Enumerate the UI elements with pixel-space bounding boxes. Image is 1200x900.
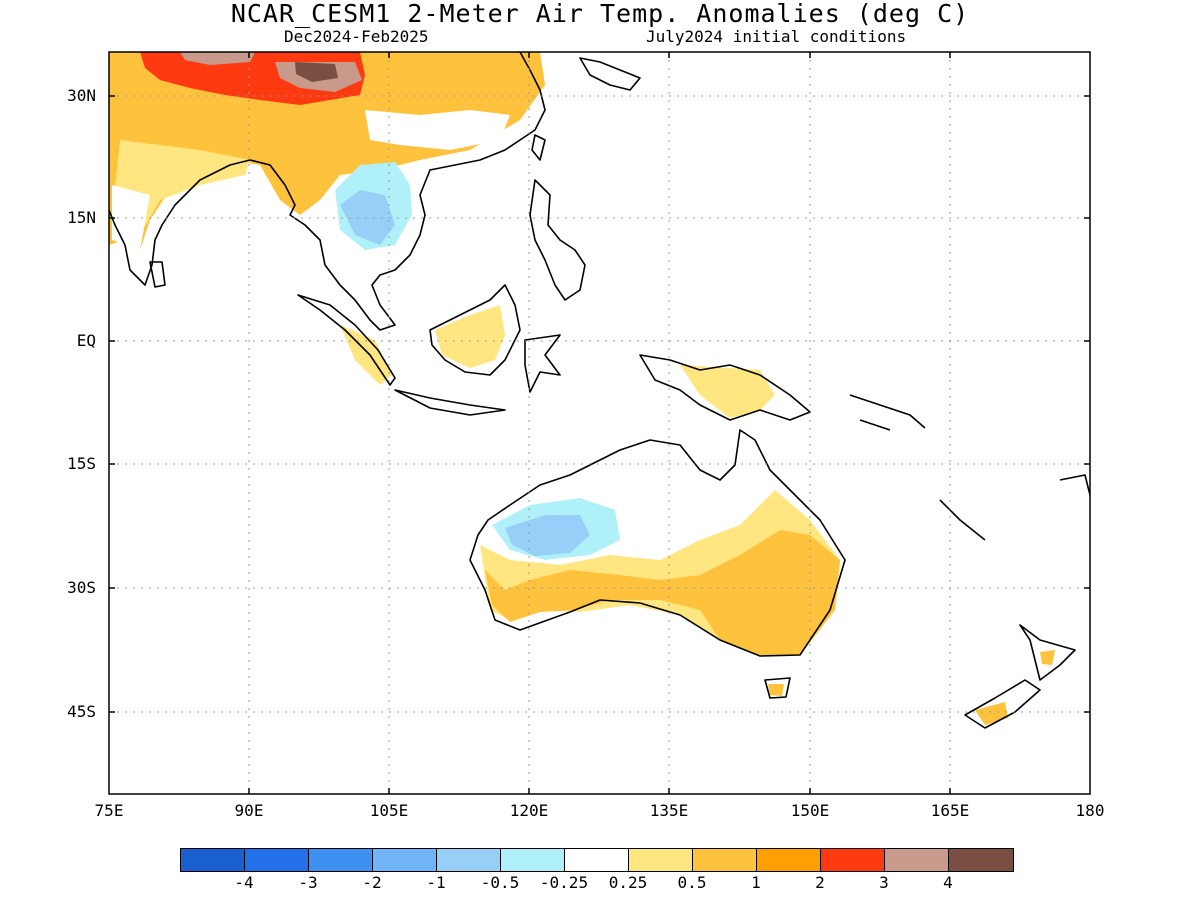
australia-coastline [469,429,846,657]
colorbar-swatch [437,849,501,871]
solomon-islands [849,394,926,431]
gridlines [109,52,1090,794]
lat-label-30s: 30S [67,578,96,597]
newzealand-north [1019,624,1076,681]
colorbar-swatch [949,849,1013,871]
colorbar-label: 2 [815,873,825,892]
newzealand-south [964,679,1041,729]
colorbar-swatch [181,849,245,871]
colorbar-swatch [885,849,949,871]
colorbar-label: -3 [298,873,318,892]
lon-label-105e: 105E [369,801,409,820]
tibet-brown [295,62,338,82]
indochina-cooler [340,190,395,245]
newguinea-warm [680,365,775,418]
lat-label-eq: EQ [76,331,96,350]
colorbar-label: -0.5 [480,873,520,892]
colorbar-swatch [309,849,373,871]
map-frame [108,51,1091,795]
lon-label-135e: 135E [649,801,689,820]
tibet-rose [180,52,362,92]
colorbar-label: -1 [426,873,446,892]
colorbar-swatch [565,849,629,871]
lon-label-90e: 90E [234,801,264,820]
india-white-gap [112,185,150,250]
sumatra-coastline [297,294,396,386]
china-cool-gap [365,110,510,150]
srilanka-coastline [149,261,166,288]
colorbar-label: 0.5 [677,873,707,892]
tasmania-warm [768,684,784,696]
initial-conditions: July2024 initial conditions [646,27,907,46]
colorbar-swatch [245,849,309,871]
colorbar-swatch [821,849,885,871]
asia-coastline [109,52,546,331]
sumatra-warm [340,325,392,385]
coastlines [109,52,1090,729]
asia-warm-region [109,52,545,250]
colorbar-swatch [501,849,565,871]
lon-label-165e: 165E [930,801,970,820]
sulawesi-coastline [524,334,561,393]
borneo-warm [435,305,505,368]
australia-cooler [505,515,590,556]
map-title: NCAR_CESM1 2-Meter Air Temp. Anomalies (… [230,0,970,28]
colorbar-label: -4 [234,873,254,892]
colorbar-label: 4 [943,873,953,892]
colorbar-label: 0.25 [608,873,648,892]
tick-marks [109,52,1090,794]
colorbar-label: -0.25 [539,873,589,892]
colorbar-swatch [693,849,757,871]
lat-label-15s: 15S [67,454,96,473]
asia-anomaly-fields [109,52,775,418]
colorbar-swatch [629,849,693,871]
colorbar-label: 1 [751,873,761,892]
colorbar-label: -2 [362,873,382,892]
philippines-coastline [529,179,586,301]
colorbar-swatch [373,849,437,871]
lon-label-180: 180 [1075,801,1105,820]
lon-label-150e: 150E [790,801,830,820]
vanuatu-islands [939,474,1090,541]
forecast-period: Dec2024-Feb2025 [284,27,429,46]
lat-label-15n: 15N [67,208,96,227]
lat-label-30n: 30N [67,86,96,105]
colorbar [180,848,1014,872]
java-coastline [394,389,506,416]
lon-label-75e: 75E [94,801,124,820]
tasmania-coastline [764,677,791,699]
japan-islands [579,57,641,91]
borneo-coastline [429,284,521,376]
lon-label-120e: 120E [509,801,549,820]
taiwan-coastline [531,134,546,161]
colorbar-label: 3 [879,873,889,892]
lat-label-45s: 45S [67,702,96,721]
australia-anomaly-fields [480,490,1055,725]
colorbar-swatch [757,849,821,871]
australia-warm [485,530,840,655]
newguinea-coastline [639,354,811,421]
newzealand-warm [975,650,1055,725]
